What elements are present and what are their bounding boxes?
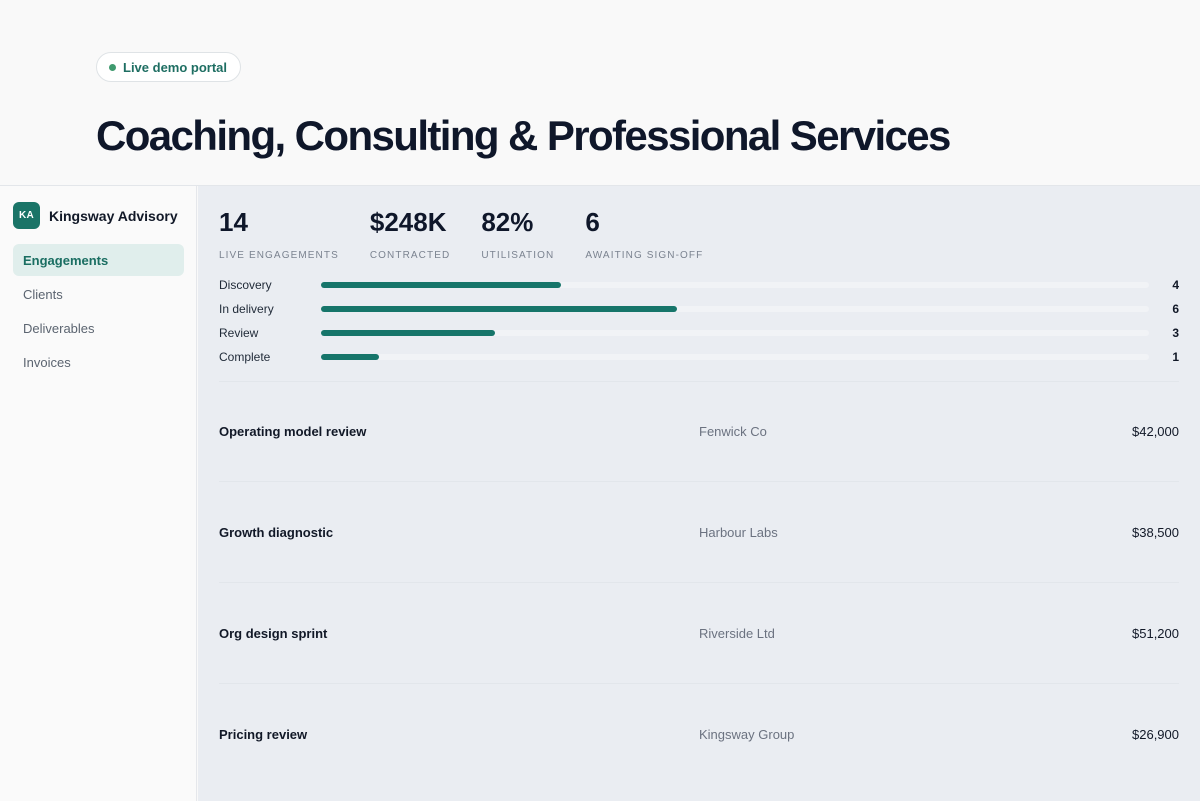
badge-label: Live demo portal [123, 59, 228, 75]
pipeline-count: 4 [1172, 278, 1179, 292]
engagement-amount: $38,500 [1132, 524, 1179, 540]
stat-label: Utilisation [481, 250, 555, 261]
engagement-name: Pricing review [219, 727, 308, 742]
brand-logo-icon: KA [13, 202, 40, 229]
stat-label: Contracted [369, 250, 451, 261]
engagement-row[interactable]: Org design sprint Riverside Ltd $51,200 [219, 583, 1179, 684]
brand-name: Kingsway Advisory [49, 207, 178, 224]
pipeline-row-review: Review 3 [219, 321, 1179, 345]
pipeline-row-complete: Complete 1 [219, 345, 1179, 369]
sidebar-item-clients[interactable]: Clients [23, 286, 63, 302]
pipeline-bar [321, 306, 678, 312]
stat-utilisation: 82% Utilisation [481, 206, 554, 261]
engagement-name: Growth diagnostic [219, 524, 334, 540]
stat-value: $248K [369, 207, 447, 237]
engagement-row[interactable]: Operating model review Fenwick Co $42,00… [219, 381, 1179, 482]
pipeline-row-in-delivery: In delivery 6 [219, 297, 1179, 321]
sidebar-nav: Engagements Clients Deliverables Invoice… [13, 244, 184, 380]
sidebar-item-deliverables[interactable]: Deliverables [23, 320, 95, 336]
engagement-client: Riverside Ltd [699, 625, 775, 641]
sidebar-item-invoices[interactable]: Invoices [23, 354, 71, 370]
stat-awaiting-sign-off: 6 Awaiting sign-off [585, 206, 703, 261]
pipeline-label: Complete [219, 350, 271, 364]
pipeline-row-discovery: Discovery 4 [219, 273, 1179, 297]
engagement-name: Operating model review [219, 423, 367, 439]
page-title: Coaching, Consulting & Professional Serv… [96, 112, 951, 159]
brand: KA Kingsway Advisory [13, 202, 178, 229]
pipeline-track [321, 354, 1149, 360]
engagement-amount: $51,200 [1132, 625, 1179, 641]
sidebar: KA Kingsway Advisory Engagements Clients… [0, 186, 197, 801]
stat-label: Awaiting sign-off [585, 250, 704, 261]
live-demo-badge: Live demo portal [96, 52, 242, 82]
stat-value: 82% [481, 207, 534, 237]
pipeline-count: 1 [1172, 350, 1179, 364]
engagement-row[interactable]: Growth diagnostic Harbour Labs $38,500 [219, 482, 1179, 583]
section-divider [219, 381, 1179, 382]
engagement-amount: $26,900 [1132, 727, 1179, 742]
sidebar-item-engagements[interactable]: Engagements [13, 244, 184, 276]
pipeline-label: Review [219, 326, 259, 340]
pipeline-label: Discovery [219, 278, 272, 292]
stats-row: 14 Live engagements $248K Contracted 82%… [219, 206, 734, 261]
engagement-client: Harbour Labs [699, 524, 778, 540]
portal-app: KA Kingsway Advisory Engagements Clients… [0, 185, 1200, 801]
engagement-row[interactable]: Pricing review Kingsway Group $26,900 [219, 684, 1179, 785]
pipeline-bar [321, 330, 495, 336]
pipeline-count: 3 [1172, 326, 1179, 340]
status-dot-icon [109, 63, 116, 71]
pipeline-label: In delivery [219, 302, 274, 316]
engagement-list: Operating model review Fenwick Co $42,00… [219, 381, 1179, 785]
hero-header: Live demo portal Coaching, Consulting & … [0, 0, 1200, 185]
stat-value: 6 [585, 207, 600, 237]
engagement-client: Fenwick Co [699, 423, 767, 439]
engagement-client: Kingsway Group [699, 727, 795, 742]
stat-live-engagements: 14 Live engagements [219, 206, 339, 261]
pipeline-breakdown: Discovery 4 In delivery 6 Review 3 Compl… [219, 273, 1179, 369]
pipeline-track [321, 330, 1149, 336]
pipeline-count: 6 [1172, 302, 1179, 316]
pipeline-track [321, 282, 1149, 288]
stat-contracted: $248K Contracted [370, 206, 450, 261]
main-panel: 14 Live engagements $248K Contracted 82%… [198, 186, 1200, 801]
stat-value: 14 [219, 207, 248, 237]
engagement-name: Org design sprint [219, 625, 328, 641]
pipeline-bar [321, 282, 562, 288]
stat-label: Live engagements [219, 250, 339, 261]
engagement-amount: $42,000 [1132, 423, 1179, 439]
pipeline-bar [321, 354, 379, 360]
pipeline-track [321, 306, 1149, 312]
